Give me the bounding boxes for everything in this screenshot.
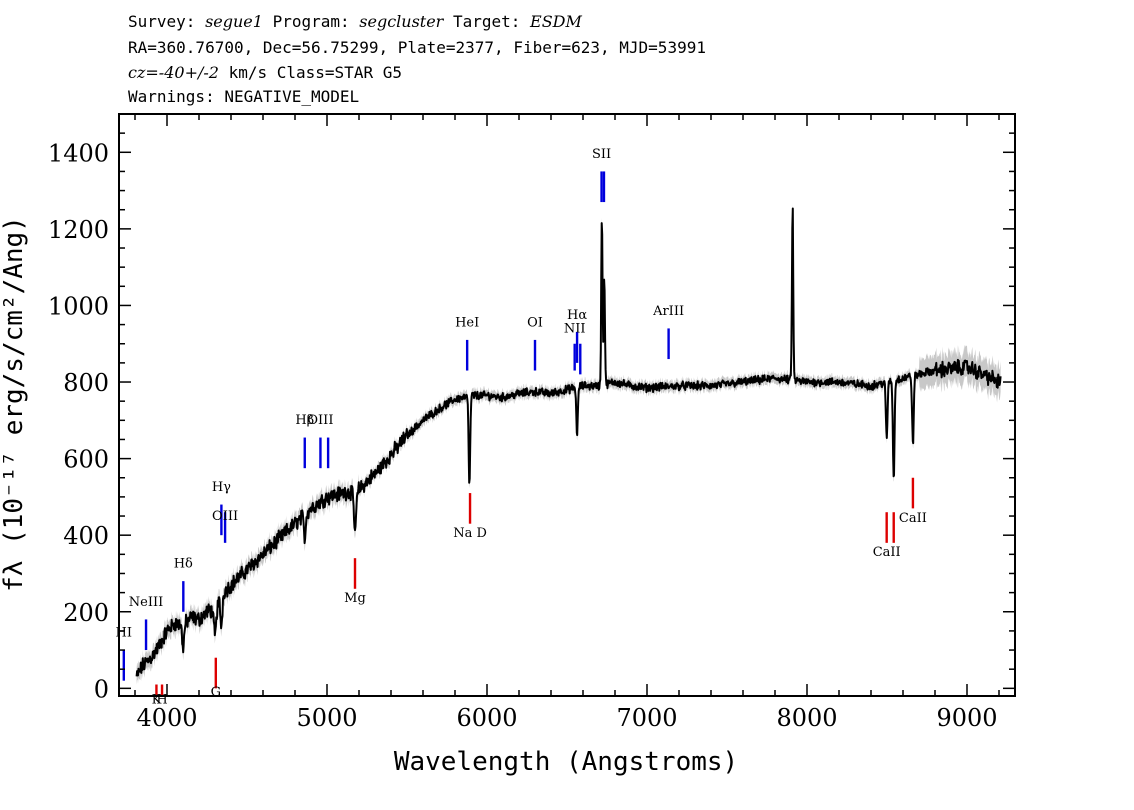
- emission-line-label: ArIII: [652, 304, 684, 319]
- program-label: Program:: [262, 12, 360, 31]
- x-tick-label: 7000: [616, 704, 677, 732]
- survey-value: segue1: [205, 12, 263, 31]
- spectrum-layer: [135, 203, 1002, 685]
- flux-line: [135, 207, 1002, 677]
- error-band: [136, 203, 1001, 685]
- y-tick-label: 1400: [48, 139, 109, 167]
- y-tick-label: 800: [63, 369, 109, 397]
- header-line-3: cz=-40+/-2 km/s Class=STAR G5: [128, 63, 402, 82]
- header-line-1: Survey: segue1 Program: segcluster Targe…: [128, 12, 582, 31]
- y-tick-label: 1200: [48, 216, 109, 244]
- absorption-line-label: G: [211, 685, 221, 700]
- emission-line-label: HeI: [455, 316, 479, 331]
- plot-frame: [118, 113, 1016, 697]
- absorption-line-label: Na D: [453, 526, 487, 541]
- x-tick-label: 9000: [936, 704, 997, 732]
- emission-line-label: OIII: [212, 509, 238, 524]
- y-tick-label: 0: [94, 675, 109, 703]
- target-value: ESDM: [530, 12, 582, 31]
- y-tick-label: 200: [63, 599, 109, 627]
- x-tick-label: 6000: [456, 704, 517, 732]
- absorption-line-label: Mg: [344, 591, 366, 606]
- emission-line-label: SII: [592, 147, 611, 162]
- emission-line-label: OIII: [307, 413, 333, 428]
- absorption-line-label: CaII: [873, 545, 901, 560]
- survey-label: Survey:: [128, 12, 206, 31]
- x-axis-title: Wavelength (Angstroms): [394, 747, 738, 777]
- x-tick-label: 4000: [136, 704, 197, 732]
- absorption-line-label: K: [152, 693, 162, 708]
- y-tick-label: 600: [63, 446, 109, 474]
- emission-line-label: NII: [564, 321, 586, 336]
- target-label: Target:: [443, 12, 531, 31]
- class-text: km/s Class=STAR G5: [218, 63, 402, 82]
- x-tick-label: 8000: [776, 704, 837, 732]
- y-axis-title: fλ (10⁻¹⁷ erg/s/cm²/Ang): [0, 216, 29, 592]
- axes-layer: 4000 5000 6000 7000 8000 9000 0 200 400 600 800 100…: [48, 113, 1016, 732]
- emission-line-label: Hγ: [212, 480, 231, 495]
- redshift-value: cz=-40+/-2: [128, 63, 219, 82]
- emission-line-label: Hδ: [174, 557, 193, 572]
- absorption-line-label: CaII: [899, 511, 927, 526]
- x-tick-label: 5000: [296, 704, 357, 732]
- header-line-2: RA=360.76700, Dec=56.75299, Plate=2377, …: [128, 38, 706, 57]
- emission-line-label: NeIII: [129, 595, 163, 610]
- y-tick-label: 1000: [48, 292, 109, 320]
- header-line-4: Warnings: NEGATIVE_MODEL: [128, 87, 360, 106]
- absorption-line-label: H: [156, 693, 167, 708]
- emission-line-label: Hα: [567, 308, 587, 323]
- emission-line-label: Hβ: [295, 413, 314, 428]
- y-tick-label: 400: [63, 522, 109, 550]
- program-value: segcluster: [359, 12, 444, 31]
- emission-line-label: OI: [527, 316, 543, 331]
